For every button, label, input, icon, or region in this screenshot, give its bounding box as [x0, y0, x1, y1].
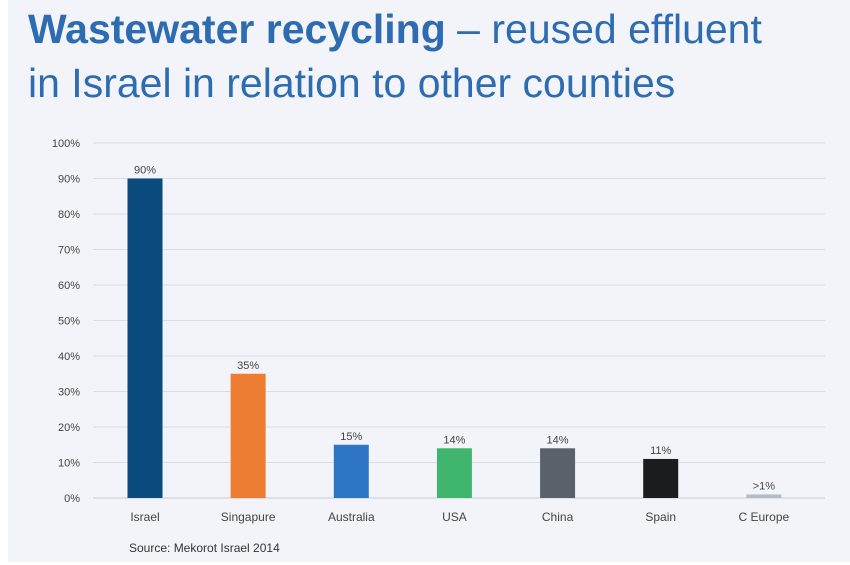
data-label: 14%: [443, 434, 465, 446]
x-tick-label: Israel: [130, 510, 159, 524]
source-note: Source: Mekorot Israel 2014: [129, 541, 280, 555]
bar-spain: [643, 458, 679, 498]
data-label: 15%: [340, 431, 362, 443]
y-tick-label: 80%: [58, 209, 80, 221]
y-tick-label: 40%: [58, 351, 80, 363]
bar-singapure: [230, 373, 266, 498]
bar-israel: [127, 178, 163, 498]
x-tick-label: Singapure: [221, 510, 276, 524]
title-line-2: in Israel in relation to other counties: [28, 60, 676, 106]
x-tick-label: USA: [442, 510, 467, 524]
bar-china: [540, 448, 576, 498]
y-tick-label: 30%: [58, 387, 80, 399]
y-tick-label: 20%: [58, 422, 80, 434]
y-tick-label: 90%: [58, 174, 80, 186]
x-tick-label: Spain: [645, 510, 676, 524]
x-tick-label: China: [542, 510, 574, 524]
y-tick-label: 70%: [58, 245, 80, 257]
title-line-1: Wastewater recycling – reused effluent: [28, 2, 843, 56]
data-label: 35%: [237, 360, 259, 372]
y-tick-label: 10%: [58, 458, 80, 470]
bar-australia: [333, 444, 369, 498]
y-tick-label: 60%: [58, 280, 80, 292]
data-label: >1%: [753, 480, 776, 492]
y-tick-label: 50%: [58, 316, 80, 328]
bar-usa: [436, 448, 472, 498]
y-tick-label: 0%: [64, 493, 80, 505]
bar-c-europe: [746, 494, 782, 498]
page-title: Wastewater recycling – reused effluent i…: [28, 2, 843, 110]
x-tick-label: C Europe: [739, 510, 790, 524]
data-label: 90%: [134, 165, 156, 177]
y-tick-label: 100%: [52, 138, 80, 150]
data-label: 11%: [650, 445, 671, 457]
x-tick-label: Australia: [328, 510, 375, 524]
data-label: 14%: [547, 434, 569, 446]
title-bold: Wastewater recycling: [28, 6, 446, 52]
title-rest: – reused effluent: [445, 6, 762, 52]
